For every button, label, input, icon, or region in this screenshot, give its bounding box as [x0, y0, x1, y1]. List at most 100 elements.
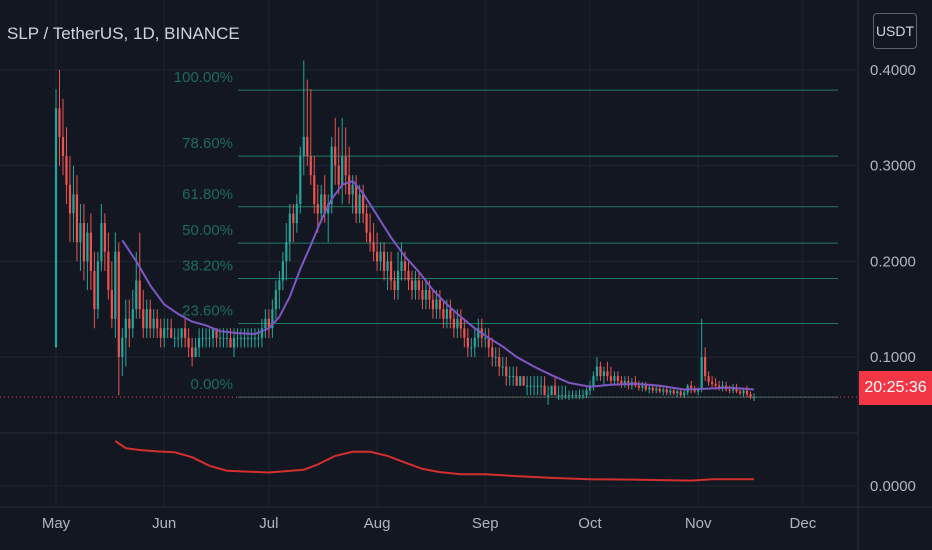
candle-body	[267, 318, 270, 329]
candle-body	[222, 337, 225, 339]
candle-body	[358, 194, 361, 214]
candle-body	[431, 299, 435, 310]
candle-body	[606, 371, 609, 377]
candle-body	[330, 146, 333, 204]
candle-body	[131, 309, 134, 329]
time-tick-label: Aug	[364, 515, 391, 532]
candle-body	[543, 385, 546, 396]
candle-body	[163, 328, 166, 338]
candle-body	[533, 385, 536, 387]
candle-body	[445, 309, 448, 319]
candle-body	[295, 203, 298, 224]
candle-body	[553, 385, 557, 396]
candle-body	[669, 390, 672, 393]
candle-body	[731, 387, 735, 391]
currency-button[interactable]: USDT	[873, 13, 917, 49]
candle-body	[494, 357, 497, 358]
candle-body	[487, 337, 490, 348]
candle-body	[184, 328, 187, 338]
candle-body	[637, 385, 640, 388]
candle-body	[623, 380, 626, 384]
candle-body	[540, 385, 543, 387]
candle-body	[334, 146, 337, 166]
candle-body	[355, 184, 358, 214]
candle-body	[138, 280, 141, 310]
candle-body	[588, 385, 592, 391]
candle-body	[529, 385, 532, 387]
candle-body	[320, 194, 323, 214]
candle-body	[313, 175, 316, 204]
candle-body	[243, 337, 246, 339]
candle-body	[477, 328, 480, 338]
candle-body	[72, 194, 75, 214]
candle-body	[337, 165, 340, 185]
candle-body	[54, 108, 58, 348]
candle-body	[302, 136, 305, 157]
candle-body	[218, 337, 222, 339]
candle-body	[567, 395, 571, 397]
candle-body	[75, 194, 79, 243]
candle-body	[648, 387, 651, 390]
candle-body	[466, 337, 469, 348]
candle-body	[683, 392, 686, 396]
candle-body	[204, 337, 208, 339]
candle-body	[180, 328, 183, 338]
fibonacci-retracement[interactable]: 100.00% 78.60% 61.80% 50.00% 38.20% 23.60% 0.0…	[174, 69, 838, 398]
fib-level-label: 23.60%	[182, 303, 233, 320]
candle-body	[424, 290, 428, 300]
fib-level-label: 100.00%	[174, 69, 233, 86]
candle-body	[410, 280, 414, 291]
candle-body	[323, 194, 326, 214]
candle-body	[281, 261, 284, 281]
candle-body	[414, 280, 417, 291]
candle-body	[393, 280, 396, 291]
candle-body	[644, 385, 647, 390]
candle-body	[79, 223, 82, 243]
candle-body	[232, 337, 236, 348]
time-tick-label: Sep	[472, 515, 499, 532]
candle-body	[306, 136, 309, 157]
candle-body	[515, 376, 518, 386]
candle-body	[679, 391, 682, 396]
candle-body	[526, 385, 529, 387]
candle-body	[288, 213, 291, 243]
candle-body	[246, 337, 250, 339]
indicator-axis[interactable]: 0.0000	[870, 478, 916, 495]
candle-body	[382, 251, 386, 271]
candle-body	[421, 290, 424, 300]
candle-body	[264, 318, 267, 329]
candle-body	[546, 395, 550, 397]
time-axis[interactable]: May Jun Jul Aug Sep Oct Nov Dec	[42, 515, 817, 532]
indicator-tick-label: 0.0000	[870, 478, 916, 495]
candle-body	[299, 156, 302, 204]
candle-body	[662, 389, 665, 392]
candle-body	[362, 194, 365, 214]
candle-body	[749, 394, 752, 398]
candle-body	[536, 385, 539, 387]
time-tick-label: Jun	[152, 515, 176, 532]
candle-body	[658, 388, 661, 392]
price-axis[interactable]: 0.4000 0.3000 0.2000 0.1000	[870, 62, 916, 366]
candle-body	[93, 270, 96, 310]
candle-body	[187, 337, 190, 348]
candle-body	[459, 318, 462, 329]
candle-body	[505, 366, 508, 377]
candle-body	[341, 156, 344, 185]
time-tick-label: Oct	[578, 515, 602, 532]
candle-body	[557, 395, 560, 397]
price-tick-label: 0.1000	[870, 349, 916, 366]
candle-body	[121, 337, 124, 357]
candle-body	[707, 376, 710, 382]
candle-body	[735, 387, 738, 392]
candle-body	[403, 261, 407, 271]
candle-body	[700, 357, 703, 390]
candle-body	[560, 395, 564, 397]
candle-body	[89, 232, 92, 271]
candle-body	[564, 395, 567, 397]
candle-body	[435, 299, 438, 310]
time-tick-label: Jul	[259, 515, 278, 532]
candle-body	[239, 337, 243, 339]
candle-body	[327, 203, 330, 214]
candle-body	[208, 337, 211, 339]
